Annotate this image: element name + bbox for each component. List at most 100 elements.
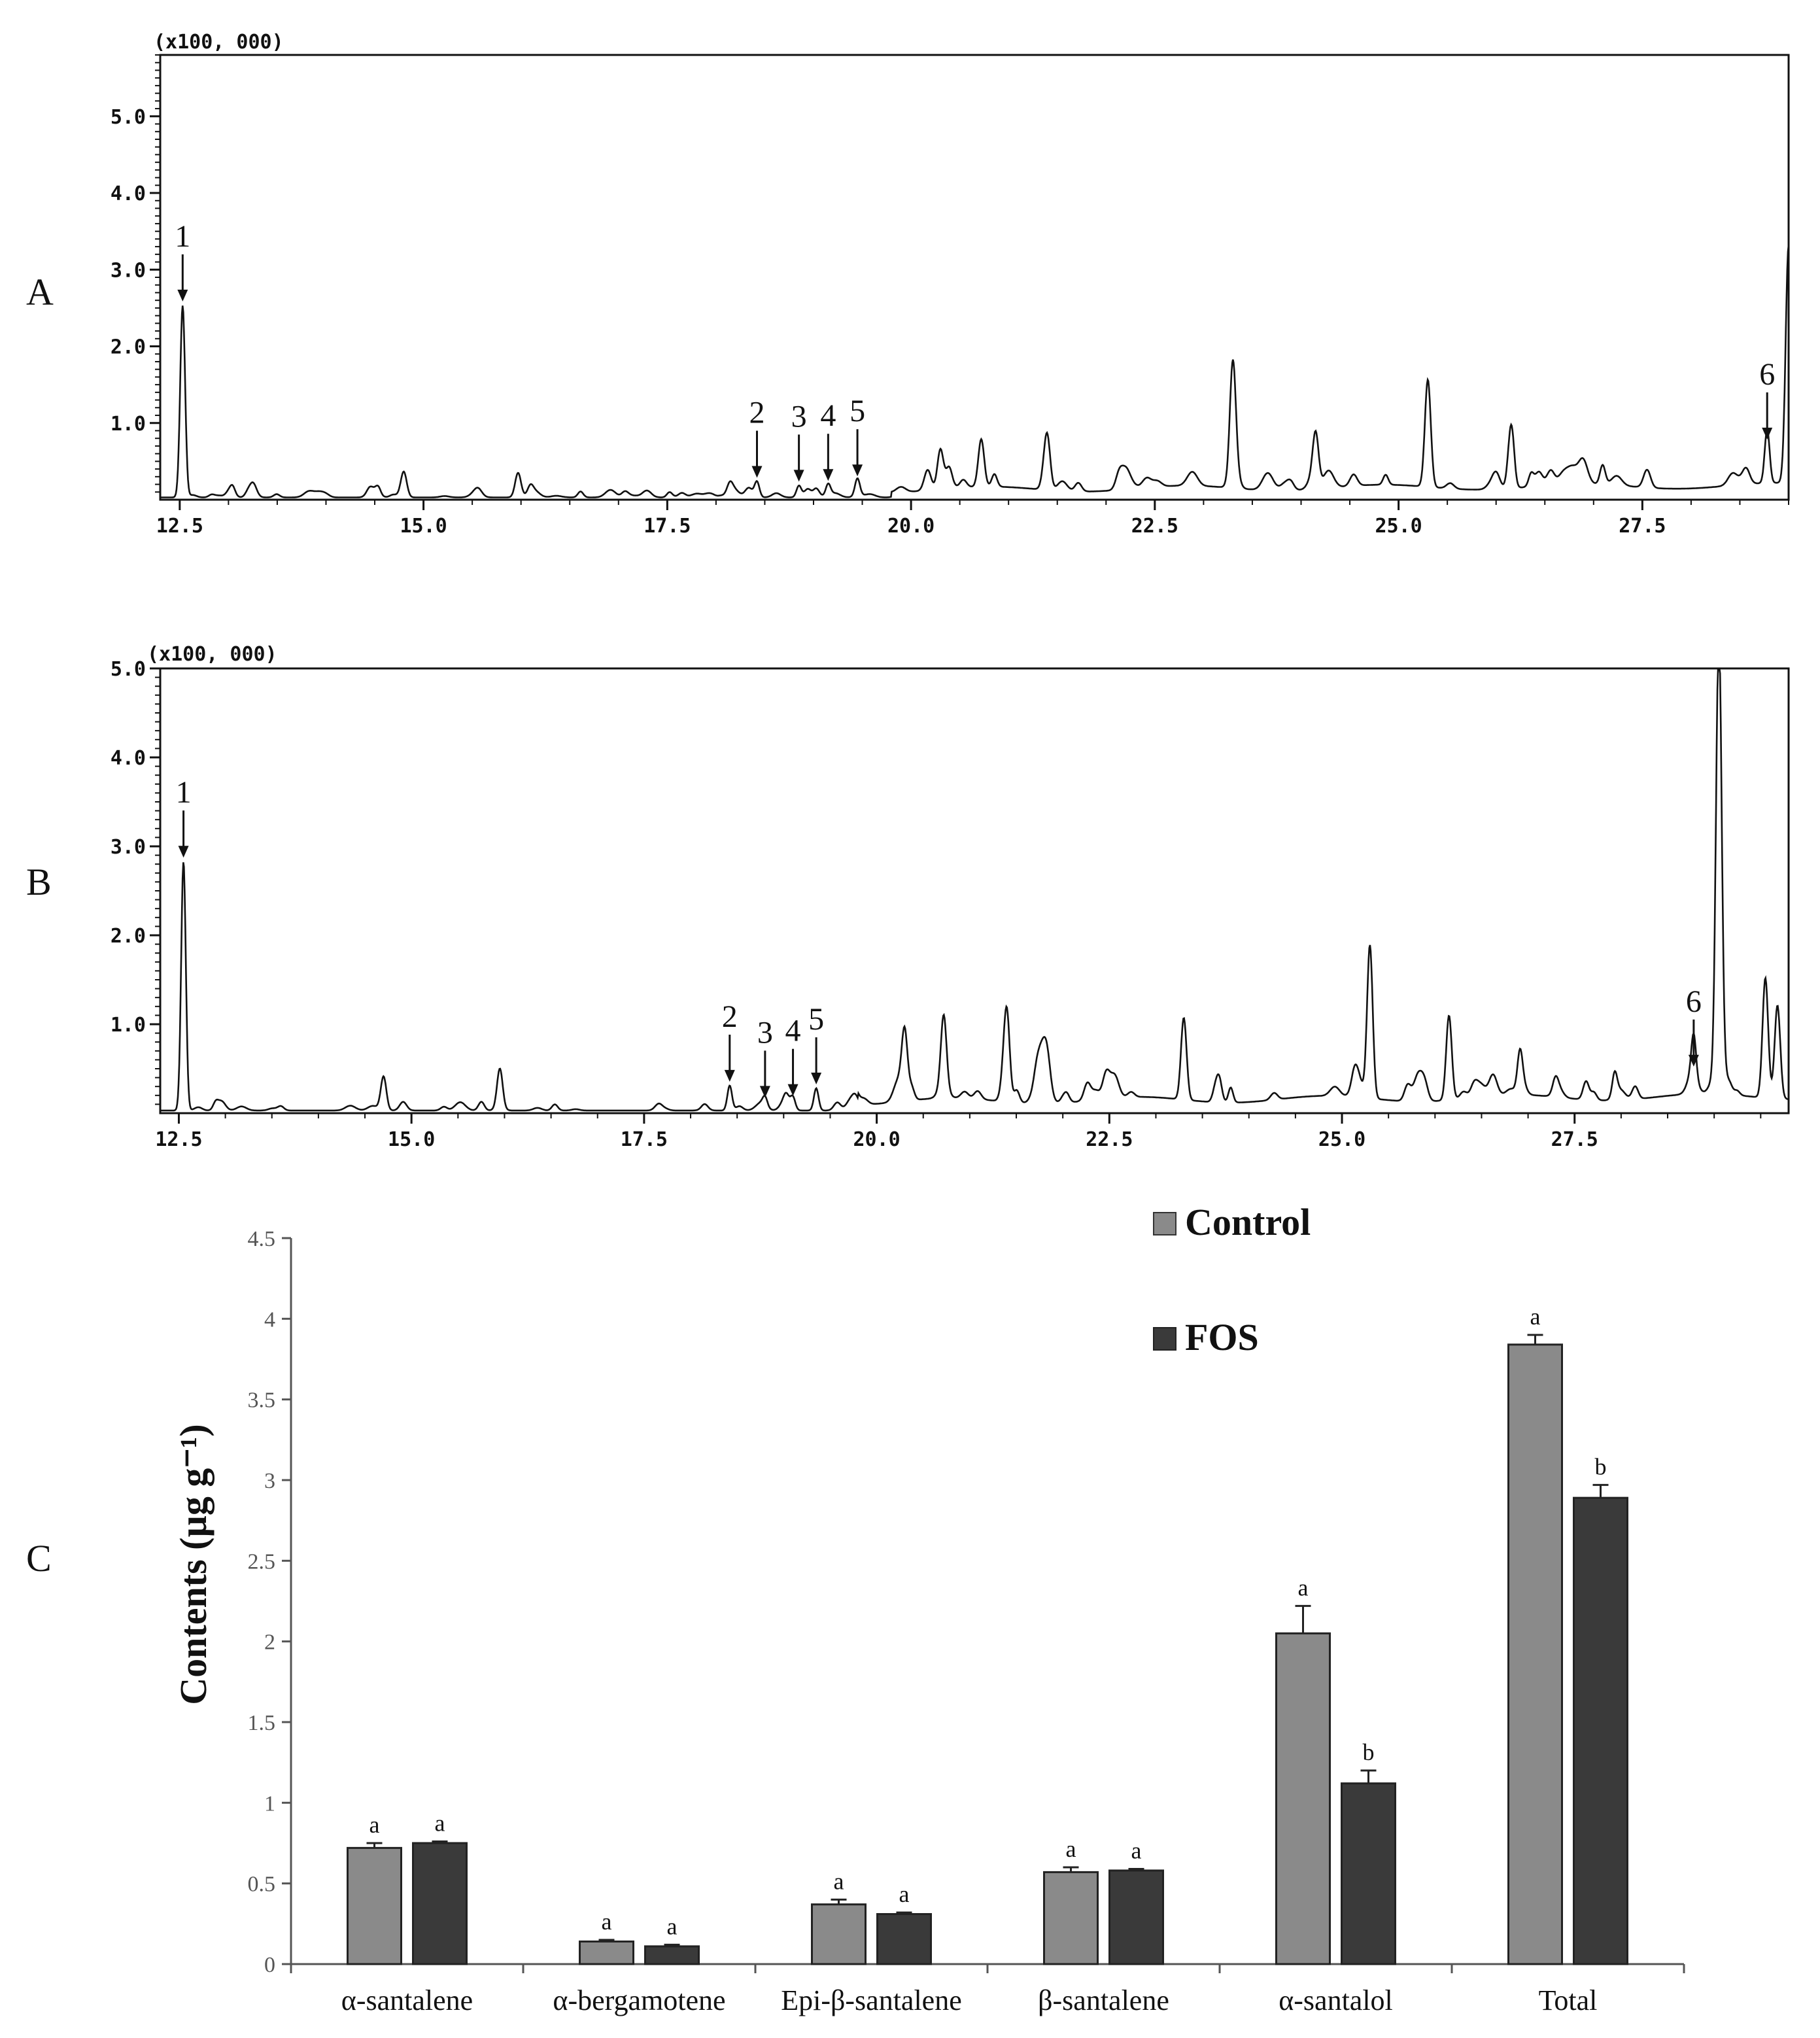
panel-a-peak-arrowhead <box>751 466 763 478</box>
panel-b-peak-arrowhead <box>178 846 189 858</box>
legend-swatch-control <box>1153 1212 1176 1235</box>
bar-control <box>347 1846 402 1965</box>
panel-b-x-tick-label: 12.5 <box>155 1128 202 1151</box>
panel-b-y-tick-label: 2.0 <box>111 925 146 948</box>
panel-b-x-tick-label: 22.5 <box>1086 1128 1133 1151</box>
panel-a-x-tick-label: 15.0 <box>400 515 447 538</box>
bar-fos <box>1108 1869 1164 1965</box>
panel-b-x-tick-label: 17.5 <box>621 1128 668 1151</box>
panel-b-x-tick-label: 15.0 <box>388 1128 435 1151</box>
legend-swatch-fos <box>1153 1327 1176 1351</box>
bar-y-tick-label: 0.5 <box>248 1873 276 1897</box>
panel-b-x-tick-label: 20.0 <box>853 1128 900 1151</box>
panel-a-peak-label: 4 <box>820 398 836 433</box>
panel-b-y-tick-label: 3.0 <box>111 836 146 859</box>
panel-b-peak-label: 4 <box>785 1014 801 1048</box>
legend-label-control: Control <box>1185 1201 1311 1243</box>
panel-a-y-tick-label: 2.0 <box>111 336 146 359</box>
bar-control <box>1043 1871 1099 1965</box>
panel-a-peak-arrowhead <box>823 469 834 481</box>
panel-a-trace <box>160 245 1790 498</box>
significance-letter: a <box>1066 1836 1076 1862</box>
legend-label-fos: FOS <box>1185 1316 1259 1358</box>
bar-y-tick-label: 1.5 <box>248 1711 276 1735</box>
panel-a-peak-label: 1 <box>175 219 190 254</box>
significance-letter: b <box>1595 1453 1607 1479</box>
bar-y-tick-label: 2 <box>264 1631 275 1655</box>
panel-b-y-tick-label: 5.0 <box>111 658 146 681</box>
panel-a-chromatogram: A (x100, 000) 1.0 2.0 3.0 4.0 5.0 12.5 15.0 17.… <box>26 31 1790 538</box>
panel-a-multiplier: (x100, 000) <box>154 31 284 54</box>
bar-category-label: α-santalene <box>341 1984 473 2016</box>
significance-letter: a <box>369 1812 380 1838</box>
significance-letter: a <box>602 1908 612 1935</box>
panel-b-x-tick-label: 27.5 <box>1551 1128 1598 1151</box>
bar-category-label: β-santalene <box>1038 1984 1169 2016</box>
panel-b-multiplier: (x100, 000) <box>147 643 277 666</box>
panel-b-x-tick-label: 25.0 <box>1318 1128 1365 1151</box>
bar-y-tick-label: 0 <box>264 1953 275 1977</box>
panel-a-x-tick-label: 27.5 <box>1619 515 1666 538</box>
panel-a-y-tick-label: 3.0 <box>111 259 146 282</box>
panel-a-y-tick-label: 1.0 <box>111 413 146 436</box>
significance-letter: a <box>1298 1574 1309 1600</box>
bar-y-tick-label: 3 <box>264 1469 275 1493</box>
bar-fos <box>1341 1782 1396 1965</box>
panel-a-peak-label: 6 <box>1759 357 1775 392</box>
bar-category-label: α-santalol <box>1279 1984 1393 2016</box>
bar-y-tick-label: 3.5 <box>248 1389 276 1413</box>
bar-fos <box>412 1842 468 1965</box>
panel-b-label: B <box>26 861 52 903</box>
panel-a-peak-label: 3 <box>791 399 807 434</box>
bar-control <box>1275 1632 1331 1965</box>
bar-y-tick-label: 1 <box>264 1791 275 1816</box>
panel-a-y-tick-label: 5.0 <box>111 106 146 129</box>
panel-b-peak-arrowhead <box>811 1073 822 1084</box>
panel-b-peak-label: 5 <box>808 1002 824 1037</box>
bar-fos <box>644 1945 700 1965</box>
significance-letter: b <box>1363 1739 1375 1765</box>
panel-a-label: A <box>26 271 54 313</box>
significance-letter: a <box>1530 1304 1541 1330</box>
bar-fos <box>876 1913 932 1965</box>
panel-a-x-tick-label: 12.5 <box>156 515 203 538</box>
panel-b-y-tick-label: 1.0 <box>111 1014 146 1037</box>
panel-b-peak-arrowhead <box>787 1084 798 1096</box>
panel-b-trace <box>160 667 1789 1112</box>
panel-a-peak-label: 2 <box>749 396 765 430</box>
panel-b-chromatogram: B (x100, 000) 1.0 2.0 3.0 4.0 5.0 12.5 15.0 17.… <box>26 643 1790 1151</box>
panel-a-peak-arrowhead <box>1762 427 1773 440</box>
panel-a-peak-arrowhead <box>852 464 863 477</box>
panel-a-peak-label: 5 <box>850 394 865 428</box>
panel-b-peak-arrowhead <box>724 1069 735 1082</box>
panel-b-peak-arrowhead <box>759 1086 770 1098</box>
bar-y-tick-label: 2.5 <box>248 1549 276 1574</box>
bar-control <box>811 1903 867 1965</box>
panel-a-x-tick-label: 17.5 <box>644 515 691 538</box>
panel-a-x-tick-label: 25.0 <box>1375 515 1422 538</box>
bar-fos <box>1573 1496 1628 1965</box>
panel-c-label: C <box>26 1537 52 1580</box>
bar-category-label: α-bergamotene <box>553 1984 725 2016</box>
panel-a-y-tick-label: 4.0 <box>111 182 146 205</box>
significance-letter: a <box>899 1881 910 1907</box>
bar-control <box>579 1940 634 1965</box>
panel-b-peak-arrowhead <box>1688 1054 1699 1067</box>
panel-b-peak-label: 1 <box>176 775 192 810</box>
bar-category-label: Epi-β-santalene <box>781 1984 961 2016</box>
panel-b-y-tick-label: 4.0 <box>111 747 146 770</box>
bar-y-tick-label: 4.5 <box>248 1227 276 1251</box>
panel-a-peak-arrowhead <box>177 289 188 302</box>
bar-y-tick-label: 4 <box>264 1307 275 1332</box>
panel-a-x-tick-label: 22.5 <box>1131 515 1178 538</box>
panel-b-peak-label: 2 <box>722 999 738 1034</box>
panel-a-peak-arrowhead <box>793 470 804 482</box>
significance-letter: a <box>667 1913 678 1939</box>
panel-c-bar-chart: C Contents (µg g⁻¹) Control FOS 0 0.5 1 1.5… <box>26 1201 1685 2016</box>
bar-y-axis-label: Contents (µg g⁻¹) <box>172 1424 215 1704</box>
bar-category-label: Total <box>1539 1984 1598 2016</box>
panel-b-peak-label: 3 <box>757 1015 773 1050</box>
significance-letter: a <box>834 1868 844 1894</box>
significance-letter: a <box>435 1810 445 1837</box>
